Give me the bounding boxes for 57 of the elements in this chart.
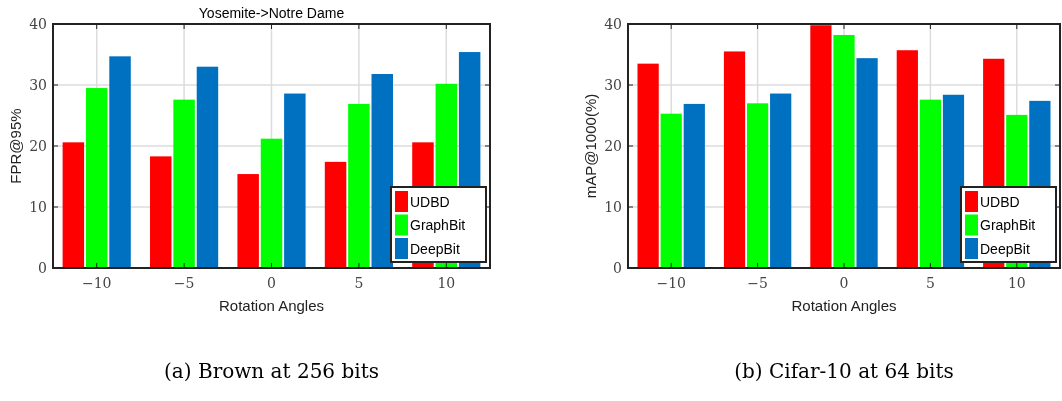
bar xyxy=(896,50,918,268)
bar xyxy=(746,103,769,268)
bar xyxy=(260,138,283,268)
y-tick-label: 30 xyxy=(604,76,622,93)
x-tick-label: 0 xyxy=(267,275,276,291)
bar xyxy=(660,113,682,268)
x-tick-label: −5 xyxy=(173,275,195,291)
x-tick-label: −10 xyxy=(656,275,686,291)
bar xyxy=(284,93,306,268)
y-tick-label: 30 xyxy=(29,76,47,93)
y-axis-title: mAP@1000(%) xyxy=(582,93,599,199)
x-axis-title: Rotation Angles xyxy=(791,297,897,314)
text: (b) Cifar-10 at 64 bits xyxy=(734,359,954,383)
bar xyxy=(942,94,965,268)
legend-label: GraphBit xyxy=(980,217,1036,234)
legend-label: GraphBit xyxy=(410,217,466,234)
legend-label: DeepBit xyxy=(980,240,1030,257)
bar xyxy=(770,93,792,268)
y-tick-label: 20 xyxy=(29,137,47,154)
chart-title: Yosemite->Notre Dame xyxy=(198,5,345,21)
y-tick-label: 10 xyxy=(604,198,622,215)
bar xyxy=(237,174,259,268)
x-tick-label: −10 xyxy=(81,275,112,291)
x-tick-label: −5 xyxy=(747,275,768,291)
bar xyxy=(150,156,172,268)
x-tick-label: 5 xyxy=(925,275,935,291)
bar xyxy=(856,58,878,268)
bar xyxy=(919,99,942,268)
x-axis-title: Rotation Angles xyxy=(218,297,325,314)
y-tick-label: 0 xyxy=(38,259,47,276)
x-tick-label: 0 xyxy=(839,275,849,291)
x-tick-label: 10 xyxy=(437,275,456,291)
bar xyxy=(723,51,746,268)
bar xyxy=(173,99,195,268)
bar xyxy=(324,161,347,268)
y-tick-label: 40 xyxy=(604,15,622,32)
bar xyxy=(637,63,659,268)
bar xyxy=(62,142,85,268)
bar xyxy=(348,103,370,268)
y-tick-label: 10 xyxy=(29,198,47,215)
bar xyxy=(85,88,108,268)
y-tick-label: 40 xyxy=(29,15,47,32)
y-axis-title: FPR@95% xyxy=(7,108,24,184)
bar xyxy=(196,66,219,268)
x-tick-label: 10 xyxy=(1007,275,1026,291)
y-tick-label: 0 xyxy=(613,259,622,276)
legend-label: UDBD xyxy=(410,193,450,210)
text: (a) Brown at 256 bits xyxy=(164,359,379,383)
y-tick-label: 20 xyxy=(604,137,622,154)
bar xyxy=(683,103,705,268)
bar xyxy=(371,74,393,268)
legend-label: DeepBit xyxy=(410,240,460,257)
bar xyxy=(810,25,832,268)
x-tick-label: 5 xyxy=(354,275,364,291)
bar xyxy=(109,56,131,268)
legend-label: UDBD xyxy=(980,193,1020,210)
bar xyxy=(833,34,855,268)
